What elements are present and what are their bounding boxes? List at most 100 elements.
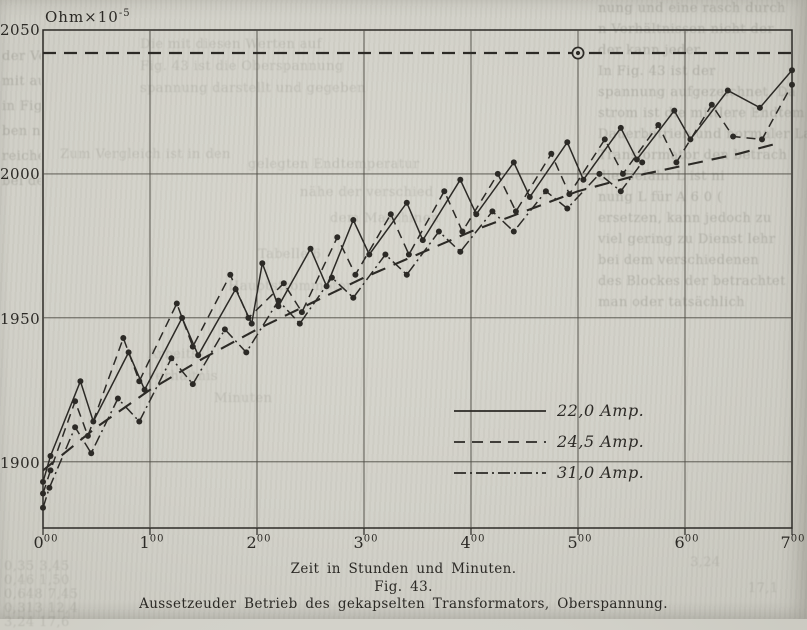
data-point-31-0-amp <box>403 271 410 278</box>
curve-24-5-amp <box>42 84 793 494</box>
bleed-text-fragment: Transformator den betrach <box>598 148 788 163</box>
data-point-31-0-amp <box>275 297 282 304</box>
figure-caption: Aussetzeuder Betrieb des gekapselten Tra… <box>139 596 668 612</box>
bleed-text-fragment: Dauerbetrieb und normaler La <box>598 127 807 142</box>
y-axis-unit-exponent: -5 <box>118 8 131 19</box>
y-tick-1950: 1950 <box>0 310 41 328</box>
x-tick-3: 300 <box>353 533 379 552</box>
data-point-31-0-amp <box>114 395 121 402</box>
data-point-22-0-amp <box>47 453 54 459</box>
data-point-31-0-amp <box>489 208 496 215</box>
bleed-text-fragment: Fig. 43 ist die Oberspannung <box>140 59 344 74</box>
data-point-31-0-amp <box>168 355 175 362</box>
legend-line-solid <box>454 409 546 412</box>
bleed-text-fragment: nung und eine rasch durch <box>598 1 786 16</box>
bleed-text-fragment: der Vergleich min <box>2 50 41 64</box>
figure-number: Fig. 43. <box>374 579 433 595</box>
legend-line-dashed <box>454 440 546 443</box>
bleed-text-fragment: nähe der verschied <box>300 185 434 200</box>
legend-line-dashdot <box>454 471 546 474</box>
data-point-31-0-amp <box>617 188 624 195</box>
bleed-text-fragment: ben nahezu die <box>2 124 41 139</box>
data-point-24-5-amp <box>280 280 287 287</box>
x-tick-0: 000 <box>33 533 59 552</box>
bleed-text-fragment: des Blockes der betrachtet <box>598 274 786 289</box>
data-point-24-5-amp <box>245 314 252 321</box>
data-point-22-0-amp <box>671 107 678 114</box>
data-point-24-5-amp <box>601 136 608 143</box>
data-point-31-0-amp <box>457 248 464 255</box>
data-point-24-5-amp <box>189 343 196 350</box>
bleed-text-fragment: gelegten Endtemperatur <box>248 157 420 172</box>
data-point-24-5-amp <box>459 228 466 235</box>
y-axis-unit-base: Ohm×10 <box>45 8 119 26</box>
bleed-text-fragment: strom ist die mittlere Endtem <box>598 106 805 121</box>
bleed-text-fragment: 0,313 12,4 <box>4 601 79 616</box>
data-point-22-0-amp <box>789 67 795 74</box>
data-point-22-0-amp <box>366 251 373 258</box>
y-tick-2050: 2050 <box>0 21 41 39</box>
data-point-31-0-amp <box>510 228 517 235</box>
data-point-24-5-amp <box>298 309 305 316</box>
data-point-24-5-amp <box>173 300 180 307</box>
data-point-31-0-amp <box>72 424 79 431</box>
circled-dot-marker-center <box>575 50 581 56</box>
bleed-text-fragment: 0,35 3,45 <box>4 559 70 574</box>
bleed-text-fragment: bei dem verschiedenen <box>598 253 760 268</box>
x-tick-1: 100 <box>139 533 165 552</box>
data-point-22-0-amp <box>687 136 694 143</box>
data-point-22-0-amp <box>580 176 587 183</box>
x-tick-4: 400 <box>460 533 486 552</box>
data-point-31-0-amp <box>350 294 357 301</box>
bleed-text-fragment: bei dem <box>2 174 41 189</box>
x-tick-2: 200 <box>246 533 272 552</box>
data-point-22-0-amp <box>724 87 731 94</box>
data-point-24-5-amp <box>548 150 555 157</box>
data-point-22-0-amp <box>195 352 202 359</box>
data-point-31-0-amp <box>296 320 303 327</box>
data-point-31-0-amp <box>639 159 646 166</box>
bleed-text-fragment: spannung darstellt und gegeben <box>140 81 366 96</box>
bleed-text-fragment: 17,1 <box>748 581 779 596</box>
data-point-22-0-amp <box>403 199 410 206</box>
data-point-24-5-amp <box>352 271 359 278</box>
data-point-22-0-amp <box>77 378 84 385</box>
data-point-22-0-amp <box>125 349 132 356</box>
data-point-31-0-amp <box>382 251 389 258</box>
legend-label: 24,5 Amp. <box>557 432 645 451</box>
data-point-31-0-amp <box>564 205 571 212</box>
data-point-24-5-amp <box>227 271 234 278</box>
legend-label: 22,0 Amp. <box>557 401 645 420</box>
data-point-31-0-amp <box>542 188 549 195</box>
data-point-22-0-amp <box>617 124 624 131</box>
bleed-text-fragment: reichendes We <box>2 149 41 164</box>
data-point-24-5-amp <box>405 251 412 258</box>
bleed-text-fragment: nung L für A 6 0 ( <box>598 190 723 205</box>
data-point-24-5-amp <box>512 208 519 215</box>
data-point-31-0-amp <box>88 450 95 457</box>
curve-lower-envelope <box>42 141 782 472</box>
data-point-22-0-amp <box>526 194 533 200</box>
data-point-31-0-amp <box>136 418 143 425</box>
y-tick-1900: 1900 <box>0 454 41 472</box>
data-point-24-5-amp <box>494 170 501 177</box>
data-point-22-0-amp <box>756 104 763 111</box>
data-point-24-5-amp <box>120 335 127 341</box>
data-point-31-0-amp <box>46 484 53 491</box>
data-point-31-0-amp <box>596 170 603 177</box>
legend-item-24-amp: 24,5 Amp. <box>452 426 644 457</box>
legend-label: 31,0 Amp. <box>557 463 645 482</box>
data-point-22-0-amp <box>40 478 46 485</box>
bleed-text-fragment: mit ausgeführten Ve <box>2 74 41 89</box>
data-point-22-0-amp <box>419 237 426 244</box>
data-point-24-5-amp <box>619 170 626 177</box>
data-point-22-0-amp <box>564 139 571 146</box>
bleed-text-fragment: Die mit diesen Werten auf <box>140 37 322 52</box>
bleed-text-fragment: 0,46 1,50 <box>4 573 70 588</box>
data-point-24-5-amp <box>441 188 448 195</box>
data-point-22-0-amp <box>90 418 97 425</box>
data-point-31-0-amp <box>243 349 250 356</box>
legend: 22,0 Amp. 24,5 Amp. 31,0 Amp. <box>452 395 644 488</box>
